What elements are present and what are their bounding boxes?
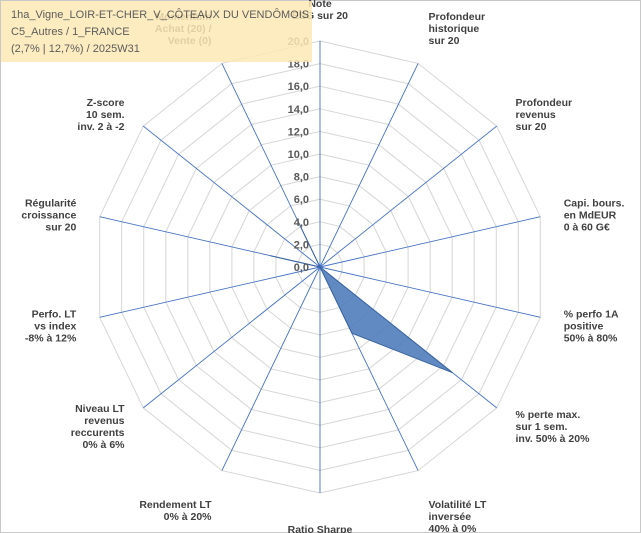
axis-spoke — [99, 266, 321, 318]
category-label-line: Volatilité LT — [429, 499, 488, 511]
axis-spoke — [221, 266, 321, 471]
chart-title-line-3: (2,7% | 12,7%) / 2025W31 — [11, 43, 140, 55]
category-label-line: Ratio Sharpe — [288, 524, 353, 533]
axis-spoke — [319, 125, 497, 268]
category-label-line: Perfo. LT — [32, 309, 77, 321]
category-label-line: Régularité — [25, 197, 77, 209]
chart-title-line-1: 1ha_Vigne_LOIR-ET-CHER_V_CÔTEAUX DU VEND… — [11, 9, 310, 21]
tick-label: 2,0 — [294, 239, 309, 251]
category-label: % perfo 1A positive 50% à 80% — [564, 309, 619, 345]
axis-spoke — [143, 125, 321, 268]
axis-spoke — [319, 63, 419, 268]
category-label-line: inv. 50% à 20% — [516, 433, 591, 445]
category-label: Niveau LT revenus reccurents 0% à 6% — [71, 403, 125, 451]
category-label-line: croissance — [21, 209, 76, 221]
category-label-line: sur 20 — [516, 121, 547, 133]
category-label-line: Profondeur — [516, 97, 573, 109]
category-label-line: 40% à 0% — [429, 523, 478, 533]
tick-label: 6,0 — [294, 194, 309, 206]
category-label-line: inversée — [429, 511, 472, 523]
category-label: Perfo. LT vs index -8% à 12% — [25, 309, 77, 345]
tick-label: 10,0 — [288, 149, 309, 161]
category-label-line: Niveau LT — [75, 403, 125, 415]
category-label-line: positive — [564, 321, 604, 333]
category-label-line: vs index — [34, 321, 76, 333]
category-label: Volatilité LT inversée 40% à 0% — [429, 499, 488, 533]
axis-spoke — [319, 266, 541, 318]
category-label-line: Note — [308, 0, 331, 10]
category-label-line: 0 à 60 G€ — [564, 221, 610, 233]
category-label-line: en MdEUR — [564, 209, 617, 221]
category-labels: Note ESG sur 20 Profondeur historique sur 20… — [21, 0, 624, 533]
axis-spokes — [99, 41, 541, 493]
tick-label: 14,0 — [288, 104, 309, 116]
category-label: % perte max. sur 1 sem. inv. 50% à 20% — [516, 409, 591, 445]
category-label-line: -8% à 12% — [25, 333, 77, 345]
category-label: Ratio Sharpe0 à 1 — [288, 524, 353, 533]
chart-title-line-2: C5_Autres / 1_FRANCE — [11, 26, 130, 38]
category-label: Régularité croissance sur 20 — [21, 197, 76, 233]
category-label-line: 50% à 80% — [564, 333, 618, 345]
tick-label: 16,0 — [288, 81, 309, 93]
category-label: Z-score 10 sem. inv. 2 à -2 — [77, 97, 124, 133]
category-label: Profondeur historique sur 20 — [429, 11, 486, 47]
category-label-line: 10 sem. — [86, 109, 125, 121]
tick-label: 4,0 — [294, 217, 309, 229]
axis-spoke — [143, 266, 321, 409]
category-label-line: Profondeur — [429, 11, 486, 23]
tick-label: 12,0 — [288, 126, 309, 138]
category-label-line: historique — [429, 23, 480, 35]
tick-label: 0,0 — [294, 262, 309, 274]
category-label-line: 0% à 6% — [82, 439, 125, 451]
category-label-line: sur 20 — [45, 221, 76, 233]
category-label: Capi. bours. en MdEUR 0 à 60 G€ — [564, 197, 625, 233]
category-label: Rendement LT 0% à 20% — [139, 499, 212, 523]
category-label: Profondeur revenus sur 20 — [516, 97, 573, 133]
axis-spoke — [319, 216, 541, 268]
series-area — [270, 226, 453, 374]
category-label-line: sur 1 sem. — [516, 421, 568, 433]
category-label-line: revenus — [84, 415, 124, 427]
category-label-line: Capi. bours. — [564, 197, 625, 209]
category-label-line: % perfo 1A — [564, 309, 619, 321]
category-label-line: Rendement LT — [139, 499, 212, 511]
category-label-line: reccurents — [71, 427, 125, 439]
category-label-line: inv. 2 à -2 — [77, 121, 124, 133]
category-label-line: Z-score — [87, 97, 125, 109]
category-label-line: 0% à 20% — [164, 511, 213, 523]
category-label-line: sur 20 — [429, 35, 460, 47]
tick-label: 8,0 — [294, 172, 309, 184]
chart-title-box: 1ha_Vigne_LOIR-ET-CHER_V_CÔTEAUX DU VEND… — [1, 1, 312, 62]
category-label-line: % perte max. — [516, 409, 581, 421]
category-label-line: revenus — [516, 109, 556, 121]
